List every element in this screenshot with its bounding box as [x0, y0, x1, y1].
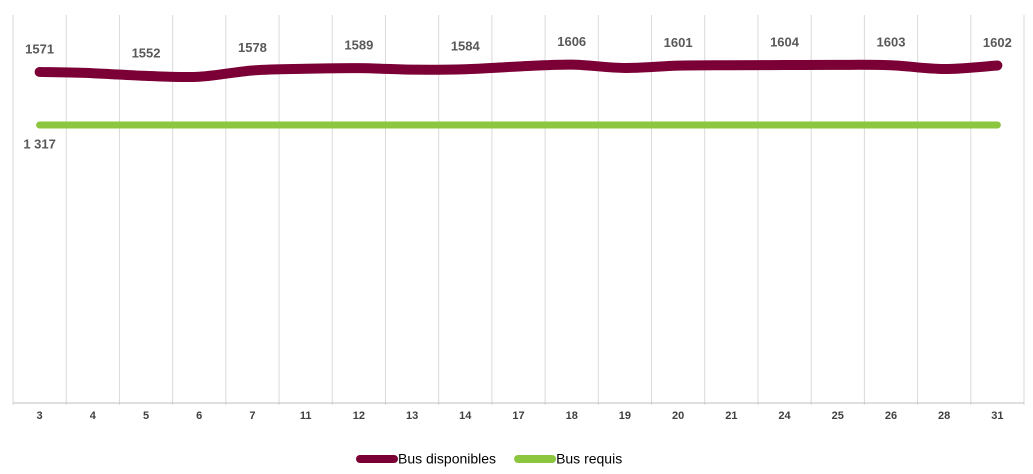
x-tick-label: 13	[406, 410, 418, 422]
x-tick-label: 31	[991, 410, 1003, 422]
data-label: 1571	[25, 41, 54, 56]
x-tick-label: 3	[37, 410, 43, 422]
x-tick-label: 28	[938, 410, 950, 422]
legend-label: Bus requis	[556, 451, 622, 467]
data-label: 1601	[664, 35, 693, 50]
x-tick-label: 24	[778, 410, 791, 422]
legend-label: Bus disponibles	[398, 451, 496, 467]
x-tick-label: 12	[353, 410, 365, 422]
series-line	[34, 59, 1003, 83]
x-tick-label: 11	[300, 410, 312, 422]
data-label: 1578	[238, 40, 267, 55]
data-label: 1 317	[23, 136, 56, 151]
x-tick-label: 6	[196, 410, 202, 422]
data-label: 1604	[770, 34, 800, 49]
x-tick-label: 19	[619, 410, 631, 422]
x-tick-label: 21	[725, 410, 737, 422]
x-tick-label: 18	[566, 410, 578, 422]
x-tick-label: 7	[249, 410, 255, 422]
x-tick-label: 26	[885, 410, 897, 422]
data-label: 1602	[983, 35, 1012, 50]
x-tick-label: 17	[512, 410, 524, 422]
x-tick-label: 4	[90, 410, 97, 422]
data-label: 1589	[344, 38, 373, 53]
x-tick-label: 5	[143, 410, 149, 422]
x-tick-label: 14	[459, 410, 472, 422]
x-tick-label: 20	[672, 410, 684, 422]
x-tick-label: 25	[832, 410, 844, 422]
data-label: 1603	[877, 35, 906, 50]
data-label: 1584	[451, 39, 481, 54]
data-label: 1552	[132, 45, 161, 60]
data-label: 1606	[557, 34, 586, 49]
